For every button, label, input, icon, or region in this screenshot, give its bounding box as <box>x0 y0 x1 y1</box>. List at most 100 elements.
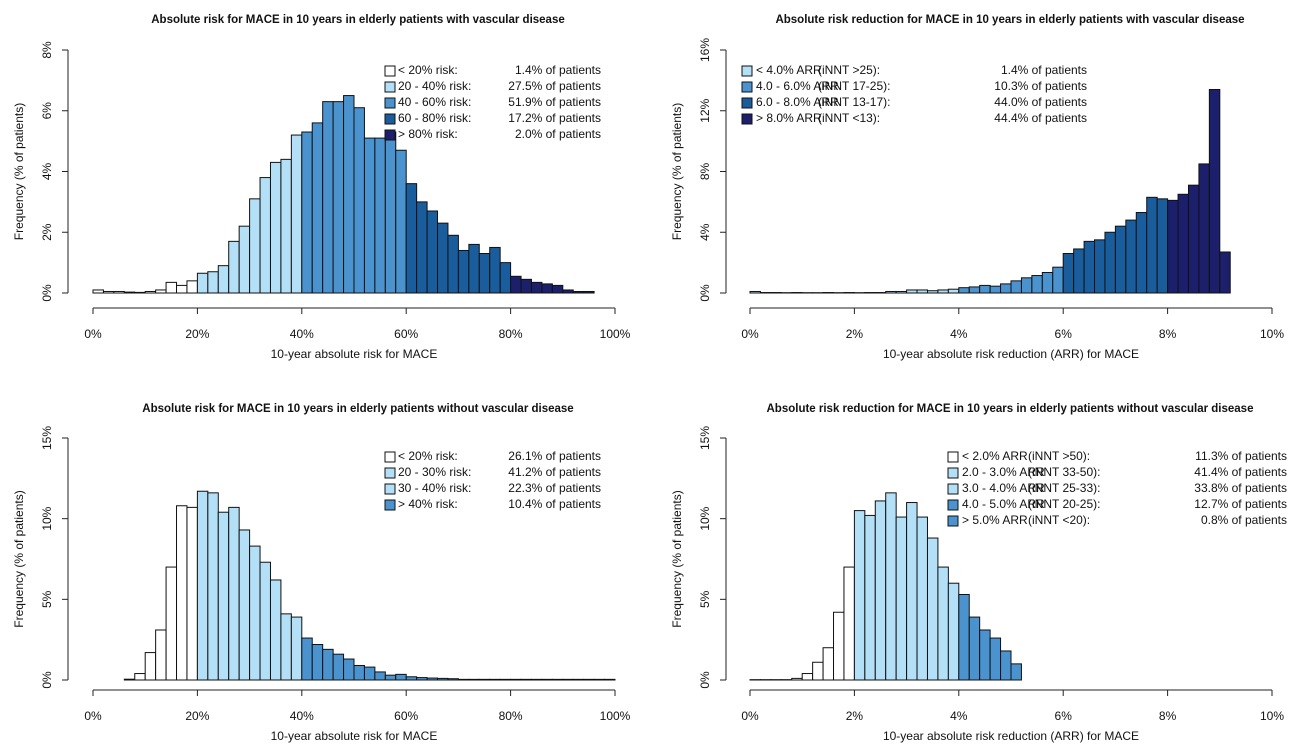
y-tick-label: 6% <box>40 102 54 120</box>
bar <box>123 678 136 681</box>
bar <box>1187 184 1200 294</box>
bar <box>1031 275 1043 294</box>
x-tick-label: 80% <box>499 709 523 723</box>
bar <box>989 285 1002 294</box>
bar <box>583 290 595 294</box>
legend-label: (iNNT 17-25): <box>818 79 890 93</box>
bar <box>343 95 355 294</box>
bar <box>217 265 230 294</box>
legend-swatch <box>741 81 753 93</box>
bar <box>906 502 918 681</box>
legend-label: 33.8% of patients <box>1194 481 1287 495</box>
y-tick-label: 0% <box>698 671 712 689</box>
bar <box>322 101 334 294</box>
bar <box>155 289 167 294</box>
y-tick-label: 5% <box>698 590 712 608</box>
bar <box>562 678 574 681</box>
legend-label: 17.2% of patients <box>508 111 601 125</box>
bar <box>572 678 585 681</box>
bar <box>947 582 960 681</box>
bar <box>102 290 115 294</box>
bar <box>979 629 991 681</box>
legend-swatch <box>384 467 396 479</box>
bar <box>489 246 501 294</box>
bar <box>1135 212 1148 294</box>
legend-swatch <box>384 129 396 141</box>
bar <box>541 283 553 294</box>
bar <box>437 677 449 681</box>
bar <box>1208 88 1221 294</box>
legend-label: 12.7% of patients <box>1194 497 1287 511</box>
y-tick-label: 0% <box>40 671 54 689</box>
bar <box>812 661 824 681</box>
y-tick-label: 4% <box>40 162 54 180</box>
legend-label: (iNNT 25-33): <box>1028 481 1100 495</box>
bar <box>353 107 365 294</box>
bar <box>989 637 1002 681</box>
x-tick-label: 4% <box>950 709 968 723</box>
bar <box>801 673 814 681</box>
bar <box>165 566 178 681</box>
bar <box>520 278 532 294</box>
bar <box>968 286 981 294</box>
bar <box>853 510 866 681</box>
y-tick-label: 0% <box>40 284 54 302</box>
bar <box>447 234 459 294</box>
legend-label: < 4.0% ARR <box>756 63 822 77</box>
bar <box>395 149 407 294</box>
x-tick-label: 40% <box>290 709 314 723</box>
x-tick-label: 2% <box>846 709 864 723</box>
bar <box>363 137 376 294</box>
bar <box>1020 277 1033 294</box>
bar <box>228 240 240 294</box>
bar <box>916 516 928 681</box>
legend-label: (iNNT 20-25): <box>1028 497 1100 511</box>
bar <box>217 511 230 681</box>
x-tick-label: 2% <box>846 327 864 341</box>
bar <box>1094 239 1106 294</box>
bar <box>384 131 397 294</box>
x-tick-label: 40% <box>290 327 314 341</box>
bar <box>499 262 512 294</box>
bar <box>874 500 887 681</box>
bar <box>749 290 761 294</box>
bar <box>416 201 428 294</box>
bar <box>113 290 125 294</box>
bar <box>791 677 803 681</box>
x-axis-title: 10-year absolute risk reduction (ARR) fo… <box>883 729 1139 743</box>
legend-label: 30 - 40% risk: <box>398 481 471 495</box>
bar <box>144 290 157 294</box>
bar <box>374 671 386 681</box>
legend-label: 27.5% of patients <box>508 79 601 93</box>
chart-title: Absolute risk for MACE in 10 years in el… <box>142 403 573 415</box>
y-tick-label: 16% <box>698 38 712 62</box>
legend-label: (iNNT <20): <box>1028 513 1090 527</box>
bar <box>478 678 491 681</box>
x-tick-label: 10% <box>1260 327 1284 341</box>
x-tick-label: 60% <box>394 327 418 341</box>
legend-label: > 5.0% ARR <box>962 513 1028 527</box>
bar <box>895 290 908 294</box>
legend-swatch <box>384 65 396 77</box>
bar <box>958 593 970 681</box>
bar <box>926 290 939 294</box>
bar <box>280 158 292 294</box>
bar <box>1010 280 1022 294</box>
y-tick-label: 10% <box>698 506 712 530</box>
bar <box>958 287 970 294</box>
bar <box>1114 225 1127 294</box>
x-tick-label: 0% <box>84 709 102 723</box>
bar <box>332 101 345 294</box>
bar <box>489 678 501 681</box>
legend-label: 1.4% of patients <box>1001 63 1087 77</box>
legend-label: 40 - 60% risk: <box>398 95 471 109</box>
bar <box>916 289 928 294</box>
bar <box>259 177 271 294</box>
bar <box>311 644 324 681</box>
x-tick-label: 8% <box>1159 327 1177 341</box>
bar <box>895 516 908 681</box>
legend-swatch <box>384 113 396 125</box>
x-tick-label: 100% <box>600 709 631 723</box>
